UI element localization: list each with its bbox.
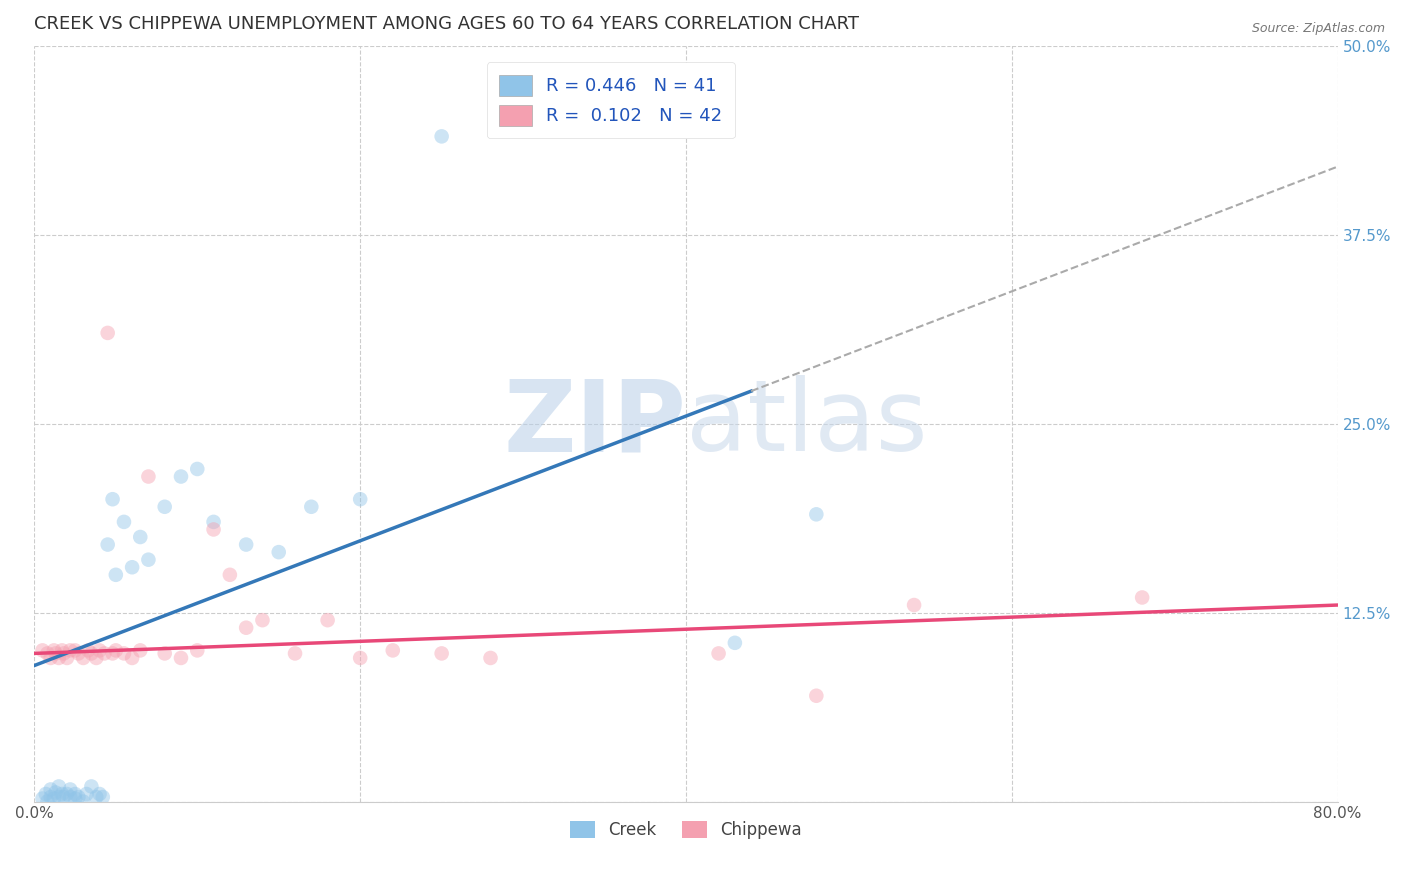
Point (67, 647, 90, 661)
Point (45, 647, 67, 661)
Point (121, 651, 143, 665)
Point (252, 613, 274, 627)
Legend: Creek, Chippewa: Creek, Chippewa (564, 814, 808, 847)
Point (39, 651, 62, 665)
Point (84, 790, 107, 805)
Text: Source: ZipAtlas.com: Source: ZipAtlas.com (1251, 22, 1385, 36)
Point (72, 795, 94, 809)
Point (806, 508, 828, 522)
Point (48, 651, 70, 665)
Point (72, 651, 94, 665)
Point (77, 643, 100, 657)
Point (59, 790, 82, 805)
Point (80, 647, 103, 661)
Point (48, 780, 70, 794)
Point (42, 643, 65, 657)
Point (48, 790, 70, 805)
Point (112, 515, 135, 529)
Point (59, 643, 82, 657)
Point (129, 643, 152, 657)
Point (51, 787, 73, 801)
Point (299, 500, 322, 514)
Point (349, 492, 371, 507)
Point (91, 790, 114, 805)
Point (479, 651, 502, 665)
Point (56, 787, 79, 801)
Point (42, 791, 65, 805)
Point (724, 636, 747, 650)
Point (430, 647, 453, 661)
Point (39, 790, 62, 805)
Point (381, 643, 404, 657)
Point (104, 643, 127, 657)
Point (63, 643, 86, 657)
Point (186, 643, 208, 657)
Point (67, 790, 90, 805)
Point (1130, 591, 1153, 605)
Point (52, 790, 75, 805)
Point (101, 647, 124, 661)
Point (218, 567, 240, 582)
Point (56, 651, 79, 665)
Text: CREEK VS CHIPPEWA UNEMPLOYMENT AMONG AGES 60 TO 64 YEARS CORRELATION CHART: CREEK VS CHIPPEWA UNEMPLOYMENT AMONG AGE… (34, 15, 859, 33)
Point (59, 782, 82, 797)
Point (430, 129, 453, 144)
Point (129, 530, 152, 544)
Point (37, 647, 59, 661)
Point (39, 782, 62, 797)
Point (707, 647, 730, 661)
Point (31, 643, 53, 657)
Point (202, 523, 225, 537)
Point (63, 787, 86, 801)
Point (89, 787, 111, 801)
Point (202, 515, 225, 529)
Point (349, 651, 371, 665)
Point (153, 647, 176, 661)
Point (84, 651, 107, 665)
Point (235, 621, 257, 635)
Point (186, 462, 208, 476)
Point (31, 791, 53, 805)
Text: ZIP: ZIP (503, 376, 686, 472)
Point (903, 598, 925, 612)
Text: atlas: atlas (686, 376, 928, 472)
Point (37, 795, 59, 809)
Point (267, 545, 290, 559)
Point (104, 567, 127, 582)
Point (93, 647, 115, 661)
Point (316, 613, 339, 627)
Point (63, 791, 86, 805)
Point (52, 647, 75, 661)
Point (284, 647, 307, 661)
Point (80, 780, 103, 794)
Point (170, 469, 193, 483)
Point (45, 785, 67, 799)
Point (806, 689, 828, 703)
Point (97, 537, 120, 551)
Point (89, 643, 111, 657)
Point (76, 787, 98, 801)
Point (153, 500, 176, 514)
Point (235, 537, 257, 551)
Point (138, 469, 160, 483)
Point (51, 643, 73, 657)
Point (112, 647, 135, 661)
Point (35, 787, 58, 801)
Point (138, 552, 160, 566)
Point (170, 651, 193, 665)
Point (97, 326, 120, 340)
Point (121, 560, 143, 574)
Point (101, 492, 124, 507)
